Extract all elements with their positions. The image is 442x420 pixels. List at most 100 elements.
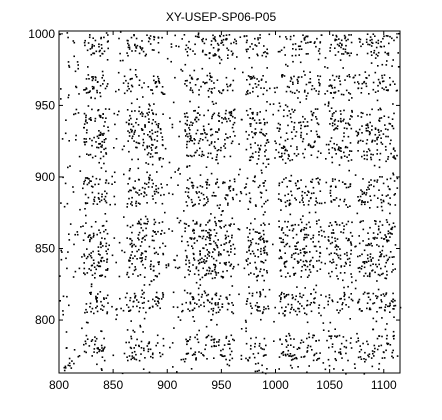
scatter-point <box>220 39 223 42</box>
scatter-point <box>186 143 188 146</box>
scatter-point <box>208 243 211 245</box>
scatter-point <box>247 89 249 92</box>
scatter-point <box>186 343 188 346</box>
scatter-point <box>324 66 326 68</box>
scatter-point <box>150 137 153 140</box>
scatter-point <box>134 297 136 299</box>
scatter-point <box>380 141 382 144</box>
scatter-point <box>285 340 288 343</box>
scatter-point <box>143 317 146 320</box>
scatter-point <box>291 229 294 232</box>
scatter-point <box>330 335 333 337</box>
scatter-point <box>328 225 330 227</box>
scatter-point <box>149 131 151 133</box>
scatter-point <box>387 258 389 261</box>
scatter-point <box>348 92 350 94</box>
scatter-point <box>84 39 86 42</box>
scatter-point <box>373 52 375 54</box>
scatter-point <box>305 185 307 188</box>
scatter-point <box>142 229 144 232</box>
scatter-point <box>348 54 351 57</box>
scatter-point <box>350 150 353 152</box>
scatter-point <box>340 46 342 49</box>
scatter-point <box>301 221 303 224</box>
scatter-point <box>115 318 117 321</box>
scatter-point <box>93 136 95 139</box>
scatter-point <box>380 253 383 255</box>
scatter-point <box>187 308 189 310</box>
scatter-point <box>393 316 395 318</box>
scatter-point <box>318 339 320 342</box>
scatter-point <box>305 233 308 236</box>
scatter-point <box>257 38 259 41</box>
scatter-point <box>254 175 256 177</box>
scatter-point <box>202 247 204 249</box>
scatter-point <box>359 356 362 358</box>
scatter-point <box>302 138 305 140</box>
scatter-point <box>389 304 391 306</box>
scatter-point <box>221 303 224 305</box>
scatter-point <box>194 353 196 356</box>
scatter-point <box>229 136 231 138</box>
scatter-point <box>358 74 361 76</box>
scatter-point <box>306 35 309 38</box>
scatter-point <box>382 293 385 295</box>
scatter-point <box>140 260 143 263</box>
scatter-point <box>71 360 73 362</box>
scatter-point <box>334 47 336 49</box>
scatter-point <box>198 235 200 238</box>
scatter-point <box>128 266 131 269</box>
scatter-point <box>255 122 258 124</box>
scatter-point <box>115 261 117 264</box>
scatter-point <box>172 291 175 294</box>
scatter-point <box>99 55 102 57</box>
scatter-point <box>343 286 345 289</box>
scatter-point <box>161 36 163 39</box>
scatter-point <box>336 125 339 127</box>
scatter-point <box>292 358 294 361</box>
scatter-point <box>199 253 201 255</box>
scatter-point <box>97 246 100 248</box>
scatter-point <box>190 347 192 350</box>
scatter-point <box>128 197 130 200</box>
scatter-point <box>201 150 204 153</box>
scatter-point <box>210 43 213 46</box>
scatter-point <box>134 255 136 257</box>
scatter-point <box>309 271 312 273</box>
scatter-point <box>362 43 364 45</box>
scatter-point <box>258 42 260 44</box>
scatter-point <box>155 344 157 347</box>
scatter-point <box>233 265 235 268</box>
scatter-point <box>136 338 138 341</box>
scatter-point <box>356 134 358 137</box>
scatter-point <box>222 210 224 212</box>
scatter-point <box>297 307 299 310</box>
scatter-point <box>140 128 143 130</box>
scatter-point <box>285 177 287 179</box>
scatter-point <box>303 156 306 159</box>
scatter-point <box>144 258 147 261</box>
scatter-point <box>171 193 174 196</box>
scatter-point <box>358 37 360 40</box>
scatter-point <box>83 272 85 274</box>
scatter-point <box>387 135 389 138</box>
scatter-point <box>238 143 240 145</box>
scatter-point <box>123 251 126 254</box>
scatter-point <box>143 133 145 135</box>
scatter-point <box>366 139 369 141</box>
scatter-point <box>86 202 89 204</box>
scatter-point <box>99 49 101 52</box>
scatter-point <box>171 126 174 129</box>
scatter-point <box>346 251 348 254</box>
scatter-point <box>318 90 320 93</box>
scatter-point <box>194 203 196 206</box>
scatter-point <box>329 185 332 188</box>
scatter-point <box>214 216 216 219</box>
scatter-point <box>377 78 380 81</box>
scatter-point <box>232 312 235 315</box>
scatter-point <box>127 183 129 185</box>
scatter-point <box>103 346 106 349</box>
scatter-point <box>210 339 213 341</box>
scatter-point <box>191 201 193 204</box>
